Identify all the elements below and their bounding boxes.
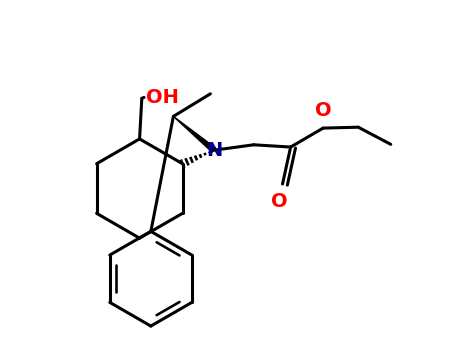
Text: OH: OH [147, 88, 179, 107]
Text: O: O [315, 101, 331, 120]
Polygon shape [173, 117, 216, 152]
Text: O: O [272, 192, 288, 211]
Text: N: N [206, 141, 222, 160]
